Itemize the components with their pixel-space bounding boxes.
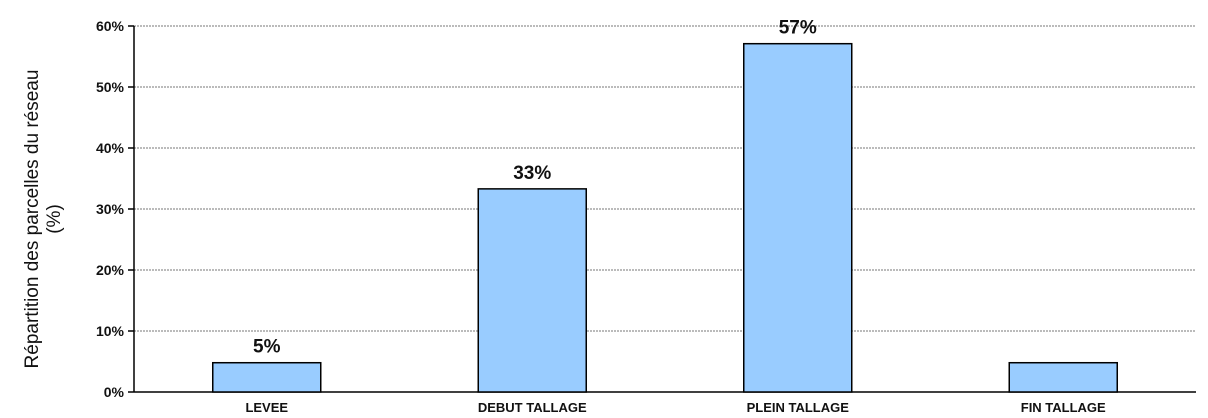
bar — [743, 42, 853, 393]
bar — [1008, 361, 1118, 393]
x-tick-label: PLEIN TALLAGE — [747, 400, 850, 415]
y-tick-label: 40% — [96, 140, 125, 156]
x-tick-label: LEVEE — [245, 400, 288, 415]
y-tick-label: 50% — [96, 79, 125, 95]
data-labels: 5% 33% 57% — [253, 18, 817, 358]
y-tick-label: 0% — [104, 384, 125, 400]
y-tick-label: 10% — [96, 323, 125, 339]
y-axis: 0% 10% 20% 30% 40% 50% 60% — [96, 18, 135, 400]
y-axis-title-line1: Répartition des parcelles du réseau — [22, 70, 43, 369]
bar — [477, 188, 587, 393]
bar — [212, 361, 322, 393]
gridlines — [134, 25, 1196, 332]
x-tick-label: FIN TALLAGE — [1021, 400, 1106, 415]
data-label: 5% — [253, 337, 281, 358]
y-axis-title-line2: (%) — [44, 204, 65, 234]
y-tick-label: 60% — [96, 18, 125, 34]
y-tick-label: 30% — [96, 201, 125, 217]
data-label: 33% — [513, 163, 551, 184]
y-tick-label: 20% — [96, 262, 125, 278]
x-axis: LEVEE DEBUT TALLAGE PLEIN TALLAGE FIN TALLA… — [134, 391, 1196, 415]
data-label: 57% — [779, 18, 817, 39]
y-axis-title: Répartition des parcelles du réseau (%) — [22, 70, 65, 369]
bars — [212, 42, 1118, 393]
x-tick-label: DEBUT TALLAGE — [478, 400, 587, 415]
